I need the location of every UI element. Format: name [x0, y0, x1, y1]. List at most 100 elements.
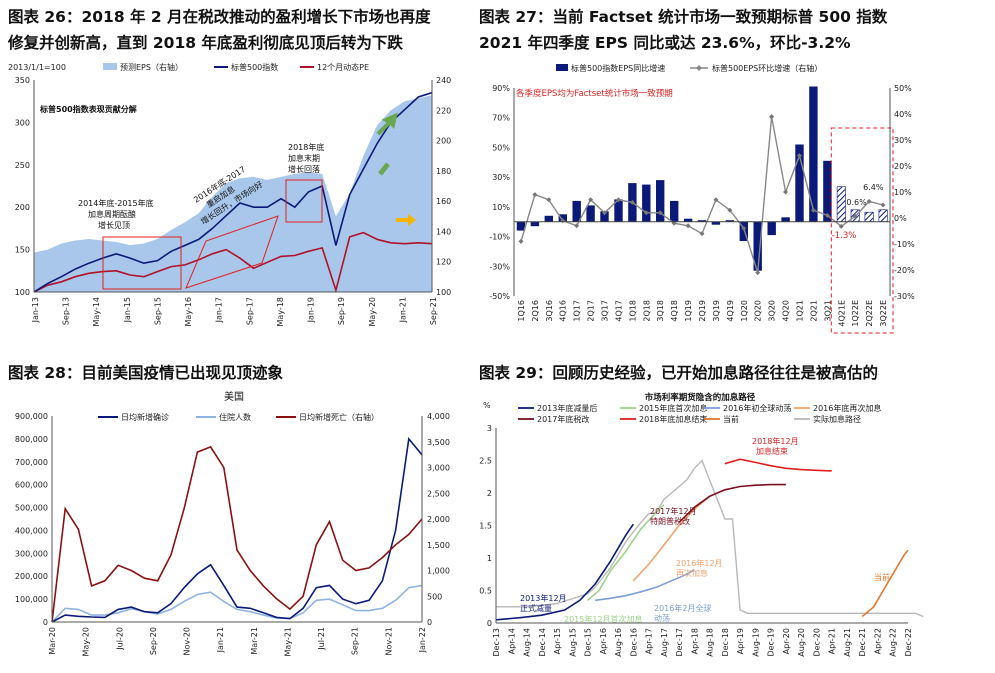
fig27-qoq-point: [643, 210, 649, 216]
fig27-bar: [739, 221, 748, 241]
fig29-legend-label: 2015年底首次加息: [639, 403, 707, 413]
fig29-xtick: Aug-19: [751, 628, 760, 657]
fig29-xtick: Aug-18: [706, 628, 715, 657]
fig28-title: 图表 28：目前美国疫情已出现见顶迹象: [8, 364, 283, 382]
fig28-ytick-left: 400,000: [15, 526, 48, 535]
fig27-xtick: 1Q21: [795, 300, 804, 322]
fig27-xtick: 4Q21E: [837, 300, 846, 327]
fig29-annot-2013-l2: 正式减量: [520, 603, 552, 613]
fig26-ytick-left: 250: [15, 161, 30, 170]
fig29-2015-line: [587, 504, 665, 601]
fig29-ytick: 1: [487, 554, 492, 563]
fig29-2017-line: [678, 483, 786, 523]
fig26-annot1-l3: 增长见顶: [98, 220, 130, 230]
fig26-xtick: Jan-17: [215, 297, 224, 323]
fig29-annot-2018-l2: 加息结束: [756, 446, 788, 456]
fig27-ytick-left: -30%: [489, 262, 510, 271]
fig26-arrow-right-icon: [396, 214, 416, 226]
fig26-xtick: May-16: [184, 297, 193, 326]
fig26-pe-line: [33, 231, 433, 294]
fig27-xtick: 2Q18: [642, 300, 651, 322]
fig27-bar: [642, 184, 651, 222]
fig27-bar: [711, 221, 721, 225]
fig28-ytick-right: 2,500: [427, 489, 450, 498]
fig27-xtick: 2Q21: [809, 300, 818, 322]
fig26-chart: 2013/1/1=100 预测EPS（右轴） 标普500指数 12个月动态PE …: [8, 62, 451, 326]
fig27-ytick-right: 50%: [894, 84, 912, 93]
fig27-qoq-point: [866, 198, 872, 204]
fig29-xtick: Apr-20: [782, 628, 791, 654]
fig29-annot-2016a-l2: 动荡: [654, 613, 670, 623]
fig27-xtick: 2Q19: [698, 300, 707, 322]
fig27-legend-qoq: 标普500EPS环比增速（右轴）: [712, 63, 822, 73]
fig29-xtick: Aug-15: [568, 628, 577, 657]
fig29-xtick: Dec-14: [538, 628, 547, 657]
fig27-label-v1: 0.6%: [846, 198, 867, 207]
fig27-ytick-right: 0%: [894, 214, 907, 223]
fig29-ytick: 3: [487, 424, 492, 433]
fig27-qoq-point: [838, 223, 844, 229]
fig27-estimate-box: [830, 127, 894, 334]
fig27-bar: [809, 86, 818, 222]
fig27-xtick: 1Q22E: [851, 300, 860, 327]
fig27-xtick: 2Q16: [531, 300, 540, 322]
fig29-xtick: Dec-13: [492, 628, 501, 657]
fig29-legend-label: 2016年底再次加息: [813, 403, 881, 413]
fig27-title-line1: 图表 27：当前 Factset 统计市场一致预期标普 500 指数: [479, 8, 888, 26]
fig26-title-line2: 修复并创新高，直到 2018 年底盈利彻底见顶后转为下跌: [8, 34, 403, 52]
fig27-label-v3: -1.3%: [832, 231, 857, 241]
fig27-xtick: 1Q16: [517, 300, 526, 322]
fig27-qoq-point: [532, 192, 538, 198]
fig27-bar: [836, 186, 846, 223]
fig29-2018-line: [724, 458, 832, 472]
fig28-xtick: Jan-21: [216, 627, 225, 653]
fig27-qoq-point: [546, 197, 552, 203]
fig28-legend-hosp: 住院人数: [219, 412, 251, 422]
fig29-ytick: 2: [487, 489, 492, 498]
fig28-ytick-left: 100,000: [15, 595, 48, 604]
fig29-xtick: Dec-18: [721, 628, 730, 657]
fig27-ytick-right: -30%: [894, 292, 915, 301]
fig27-bar: [781, 217, 790, 222]
fig27-qoq-point: [685, 223, 691, 229]
fig28-xtick: Nov-20: [183, 627, 192, 655]
fig29-ytick: 0: [487, 619, 492, 628]
fig27-bar: [683, 218, 693, 222]
fig29-legend-label: 2013年底减量后: [537, 403, 597, 413]
fig27-bar: [656, 180, 665, 222]
fig29-xtick: Aug-16: [614, 628, 623, 657]
fig29-ytick: 1.5: [479, 522, 492, 531]
fig27-bar: [795, 144, 804, 222]
fig27-qoq-point: [713, 197, 719, 203]
fig27-qoq-point: [852, 213, 858, 219]
fig27-qoq-point: [727, 207, 733, 213]
fig27-note: 各季度EPS均为Factset统计市场一致预期: [516, 88, 673, 99]
fig27-bar: [878, 209, 888, 223]
fig26-xtick: Jan-21: [398, 297, 407, 323]
fig29-legend-label: 2016年初全球动荡: [723, 403, 791, 413]
fig26-index-note: 2013/1/1=100: [8, 63, 66, 72]
fig27-qoq-point: [588, 197, 594, 203]
fig26-ytick-right: 120: [436, 258, 451, 267]
fig27-bar: [516, 221, 526, 231]
fig26-title-line1: 图表 26：2018 年 2 月在税改推动的盈利增长下市场也再度: [8, 8, 431, 26]
fig27-label-v2: 6.4%: [863, 183, 884, 192]
fig26-xtick: Sep-15: [153, 297, 162, 325]
fig27-ytick-right: 10%: [894, 188, 912, 197]
fig26-legend-eps: 预测EPS（右轴）: [120, 62, 183, 72]
fig29-legend-label: 2018年底加息结束: [639, 414, 707, 424]
fig26-annot3-l3: 增长回落: [288, 164, 320, 174]
fig26-annot-explain: 标普500指数表现贡献分解: [39, 104, 137, 114]
fig26-ytick-right: 200: [436, 137, 451, 146]
fig27-bar: [544, 215, 553, 222]
fig29-annot-2017-l2: 特朗普税改: [650, 516, 690, 526]
fig27-chart: 标普500指数EPS同比增速 标普500EPS环比增速（右轴） 90% 70% 50…: [489, 63, 915, 334]
fig27-xtick: 3Q19: [712, 300, 721, 322]
fig28-ytick-left: 600,000: [15, 481, 48, 490]
fig28-ytick-right: 3,000: [427, 464, 450, 473]
fig26-ytick-right: 180: [436, 167, 451, 176]
fig26-xtick: Sep-21: [429, 297, 438, 325]
fig28-xtick: May-21: [283, 627, 292, 656]
fig26-eps-area: [34, 95, 432, 292]
fig29-annot-2015: 2015年12月首次加息: [564, 614, 643, 624]
